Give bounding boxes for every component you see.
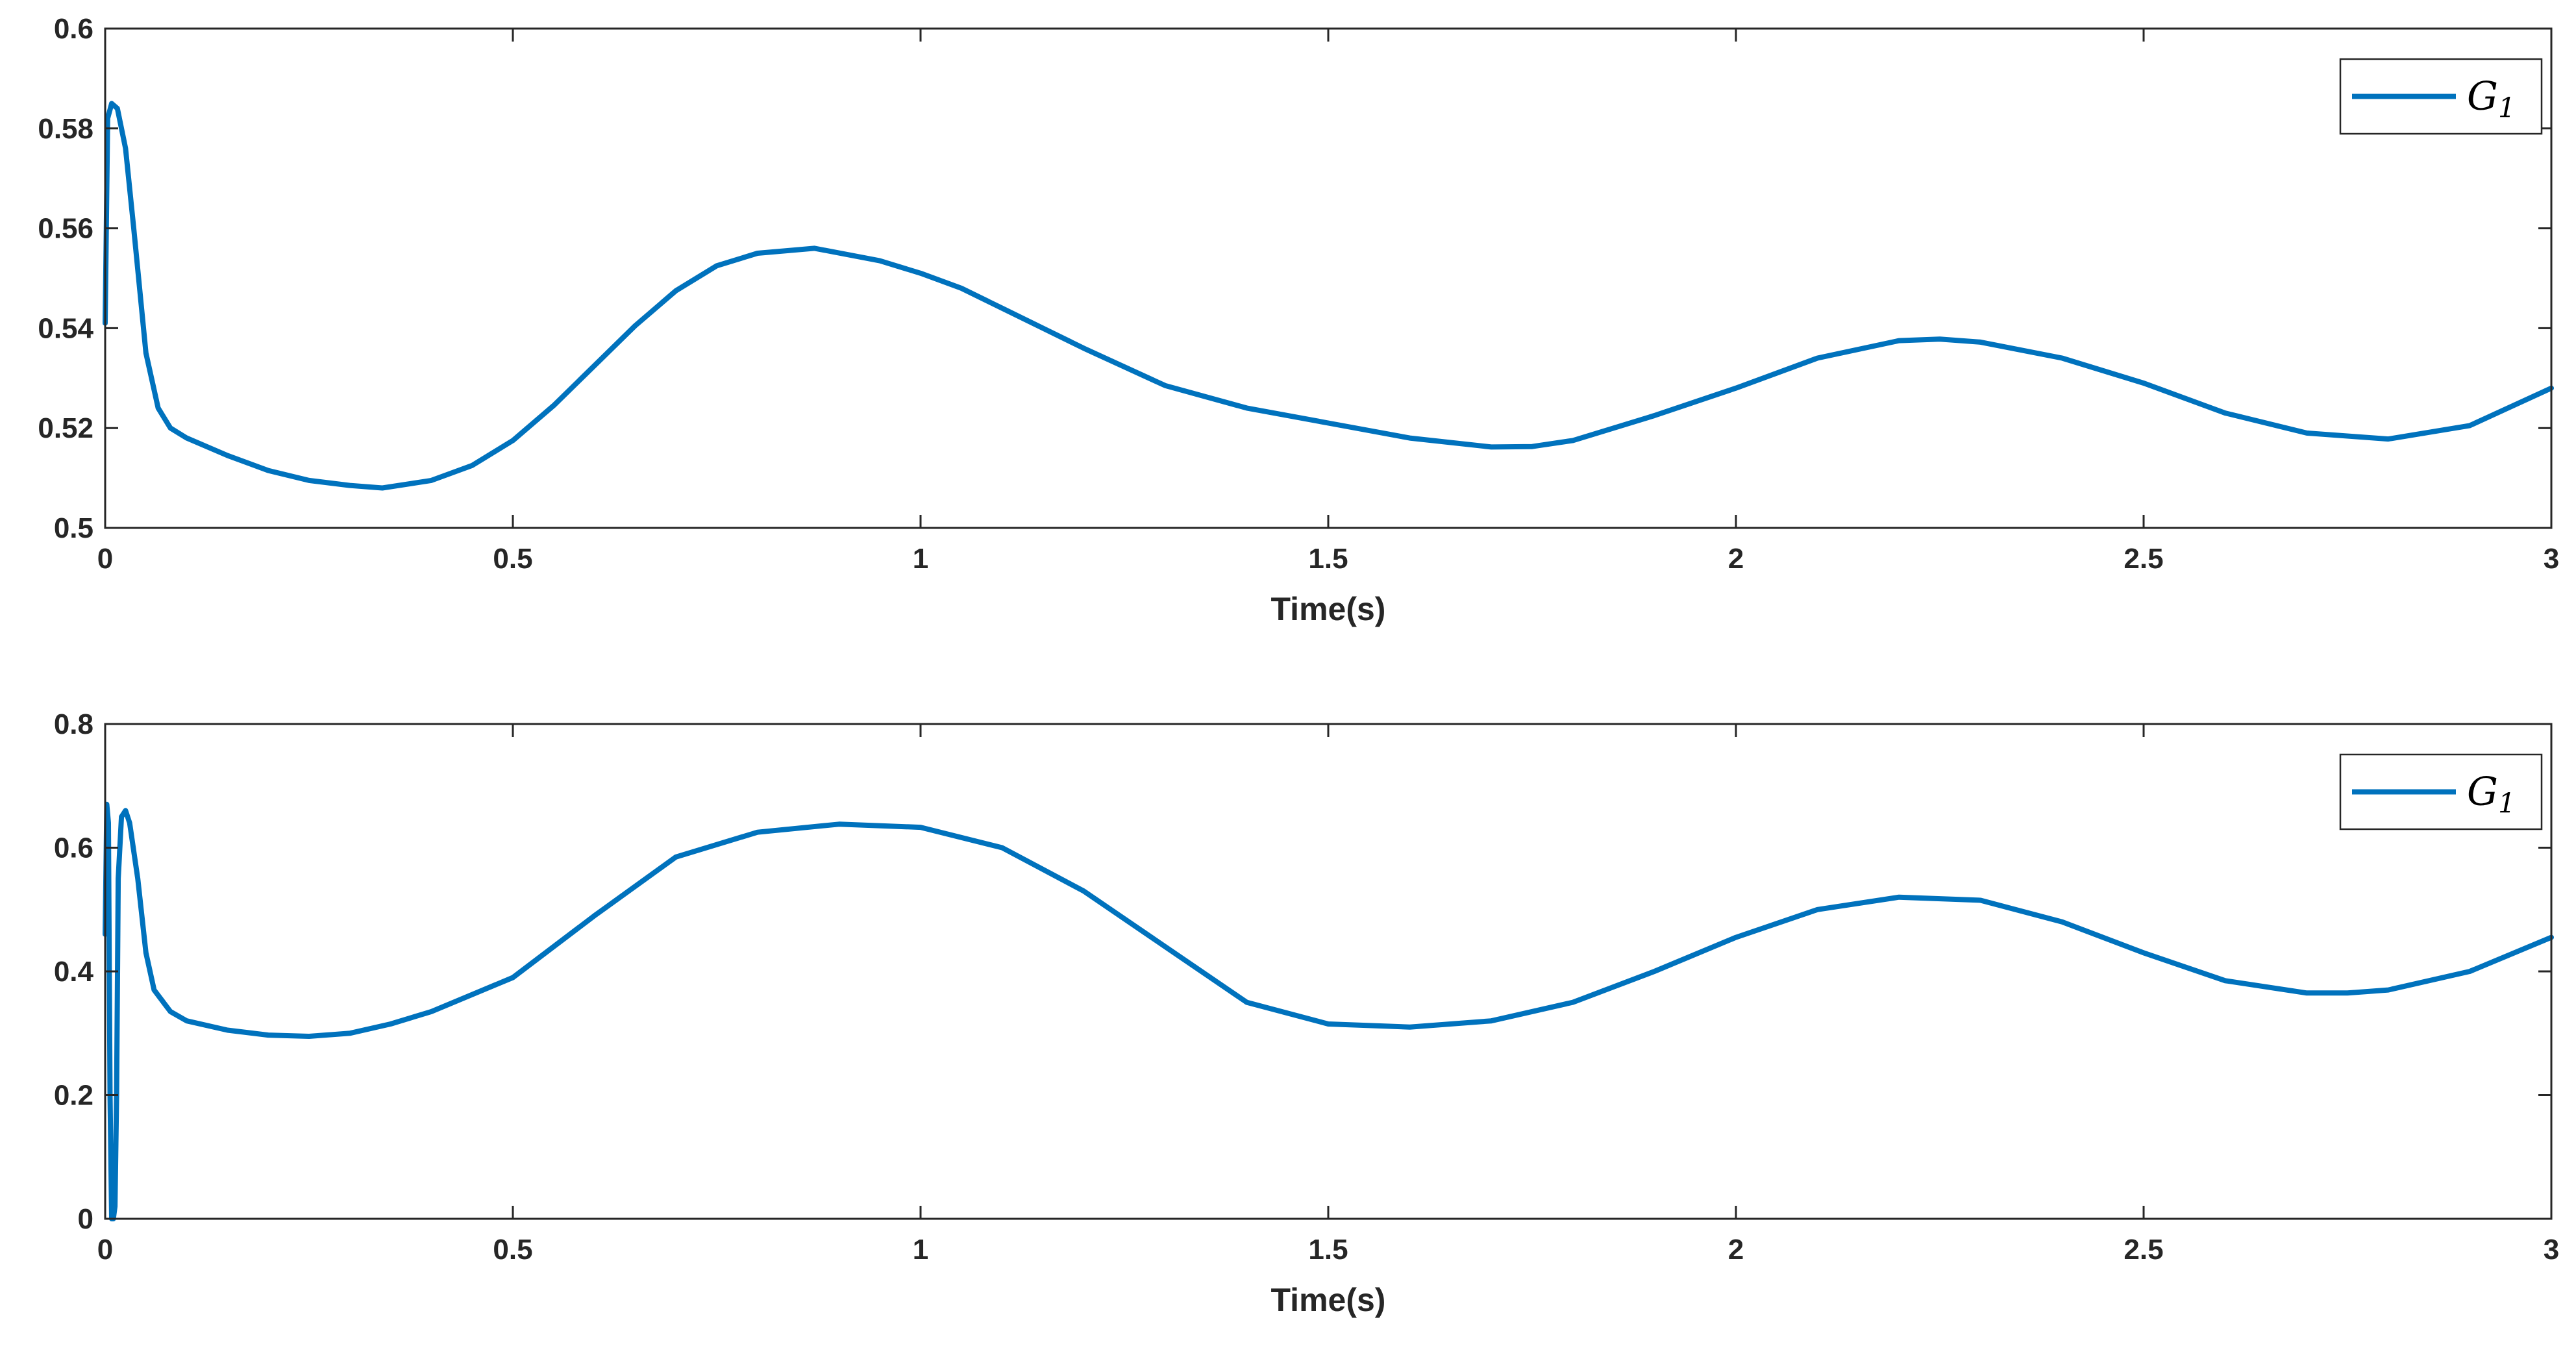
bottom-y-tick-label-1: 0.2 xyxy=(54,1080,93,1112)
top-x-tick-label-4: 2 xyxy=(1728,543,1744,575)
top-x-tick-label-0: 0 xyxy=(97,543,113,575)
top-series-line-0 xyxy=(103,101,2554,491)
bottom-y-axis-ticks: 0 0.2 0.4 0.6 0.8 xyxy=(54,708,2551,1235)
bottom-legend: G1 xyxy=(2339,753,2543,830)
top-y-axis-ticks: 0.5 0.52 0.54 0.56 0.58 0.6 xyxy=(38,13,2551,544)
top-y-tick-label-0: 0.5 xyxy=(54,512,93,544)
top-x-axis-label: Time(s) xyxy=(1271,591,1386,627)
top-y-tick-label-4: 0.58 xyxy=(38,113,93,145)
bottom-x-axis-ticks: 0 0.5 1 1.5 2 2.5 3 xyxy=(97,724,2559,1266)
top-legend-symbol: G xyxy=(2467,74,2498,119)
top-x-axis-ticks: 0 0.5 1 1.5 2 2.5 3 xyxy=(97,29,2559,575)
top-legend-label: G1 xyxy=(2467,74,2516,124)
bottom-series-line-0 xyxy=(103,801,2554,1221)
top-y-tick-label-3: 0.56 xyxy=(38,213,93,245)
top-y-tick-label-5: 0.6 xyxy=(54,13,93,45)
bottom-y-tick-label-4: 0.8 xyxy=(54,708,93,740)
bottom-x-tick-label-3: 1.5 xyxy=(1308,1234,1348,1266)
bottom-legend-label: G1 xyxy=(2467,769,2516,819)
top-panel: 0 0.5 1 1.5 2 2.5 3 0.50.520.540.560.580.6 Tim… xyxy=(38,13,2559,627)
top-legend: G1 xyxy=(2339,58,2543,135)
bottom-y-tick-label-0: 0 xyxy=(78,1203,93,1235)
top-legend-subscript: 1 xyxy=(2498,92,2516,124)
bottom-plot-line-layer xyxy=(103,801,2554,1221)
bottom-panel: 0 0.5 1 1.5 2 2.5 3 00.20.40.60.8 Time(s) G1 xyxy=(54,708,2559,1318)
bottom-x-tick-label-0: 0 xyxy=(97,1234,113,1266)
top-x-tick-label-6: 3 xyxy=(2544,543,2559,575)
top-x-tick-label-5: 2.5 xyxy=(2124,543,2163,575)
top-plot-line-layer xyxy=(103,101,2554,491)
bottom-x-tick-label-6: 3 xyxy=(2544,1234,2559,1266)
bottom-y-tick-label-2: 0.4 xyxy=(54,956,94,988)
top-y-tick-label-1: 0.52 xyxy=(38,412,93,444)
top-x-tick-label-2: 1 xyxy=(913,543,928,575)
top-x-tick-label-1: 0.5 xyxy=(493,543,532,575)
bottom-x-tick-label-5: 2.5 xyxy=(2124,1234,2163,1266)
bottom-x-tick-label-4: 2 xyxy=(1728,1234,1744,1266)
top-y-tick-label-2: 0.54 xyxy=(38,312,93,344)
bottom-x-tick-label-1: 0.5 xyxy=(493,1234,532,1266)
top-x-tick-label-3: 1.5 xyxy=(1308,543,1348,575)
bottom-y-tick-label-3: 0.6 xyxy=(54,832,93,864)
bottom-x-tick-label-2: 1 xyxy=(913,1234,928,1266)
bottom-legend-symbol: G xyxy=(2467,769,2498,815)
bottom-x-axis-label: Time(s) xyxy=(1271,1282,1386,1318)
bottom-legend-subscript: 1 xyxy=(2498,788,2516,819)
